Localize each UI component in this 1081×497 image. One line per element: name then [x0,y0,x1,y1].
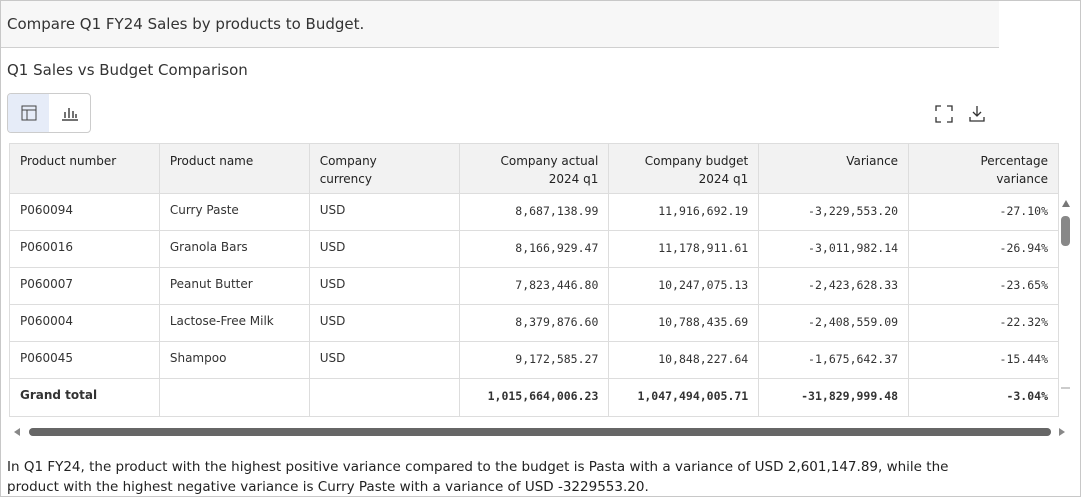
prompt: Compare Q1 FY24 Sales by products to Bud… [1,1,999,48]
cell: -2,408,559.09 [758,304,910,342]
cell: -3,229,553.20 [758,193,910,231]
column-header: Variance [758,143,910,194]
cell: 8,166,929.47 [458,230,610,268]
cell [308,378,460,417]
column-header: Product number [9,143,160,194]
cell: -1,675,642.37 [758,341,910,379]
cell: Granola Bars [158,230,310,268]
header-text: Percentage variance [980,154,1048,186]
expand-icon[interactable] [935,105,953,123]
cell: -26.94% [908,230,1059,268]
toolbar [931,103,991,129]
cell: USD [308,341,460,379]
data-table: Product number Product name Company curren… [9,143,1059,417]
column-header: Percentage variance [908,143,1059,194]
cell: 9,172,585.27 [458,341,610,379]
cell: -22.32% [908,304,1059,342]
header-row: Product number Product name Company curren… [9,143,1059,194]
cell: 10,788,435.69 [608,304,760,342]
column-header: Company budget 2024 q1 [608,143,760,194]
horizontal-thumb[interactable] [29,428,1051,436]
cell: 8,379,876.60 [458,304,610,342]
toolbar-icons [935,105,985,123]
chart-view-button[interactable] [49,94,90,132]
chart-icon [61,108,78,121]
cell: P060004 [9,304,160,342]
table-view-button[interactable] [8,94,49,132]
section-title: Q1 Sales vs Budget Comparison [7,61,248,79]
view-toggle [7,93,91,133]
cell: -3.04% [908,378,1059,417]
cell: 10,848,227.64 [608,341,760,379]
cell: 1,047,494,005.71 [608,378,760,417]
scrollbars [14,200,1070,436]
column-header: Company currency [308,143,460,194]
cell: P060045 [9,341,160,379]
header-text: Product name [169,154,254,168]
header-text: Company actual 2024 q1 [500,154,599,186]
cell: 7,823,446.80 [458,267,610,305]
column-header: Product name [158,143,310,194]
cell: Lactose-Free Milk [158,304,310,342]
cell: -31,829,999.48 [758,378,910,417]
header-text: Company budget 2024 q1 [644,154,749,186]
header-text: Company currency [319,154,377,186]
cell: Peanut Butter [158,267,310,305]
summary: In Q1 FY24, the product with the highest… [7,459,949,495]
cell: 11,916,692.19 [608,193,760,231]
cell: USD [308,267,460,305]
cell: -3,011,982.14 [758,230,910,268]
header-text: Product number [20,154,117,168]
table-row: P060004 Lactose-Free Milk USD 8,379,876.60 1… [9,304,1059,342]
table-row: P060045 Shampoo USD 9,172,585.27 10,848,227.… [9,341,1059,379]
header-text: Variance [846,154,899,168]
cell: USD [308,193,460,231]
cell: P060094 [9,193,160,231]
download-icon[interactable] [969,106,985,122]
table-icon [21,105,36,121]
cell: 1,015,664,006.23 [458,378,610,417]
cell: Grand total [9,378,160,417]
column-header: Company actual 2024 q1 [458,143,610,194]
total-row: Grand total 1,015,664,006.23 1,047,494,005… [9,378,1059,417]
vertical-thumb[interactable] [1061,216,1070,246]
